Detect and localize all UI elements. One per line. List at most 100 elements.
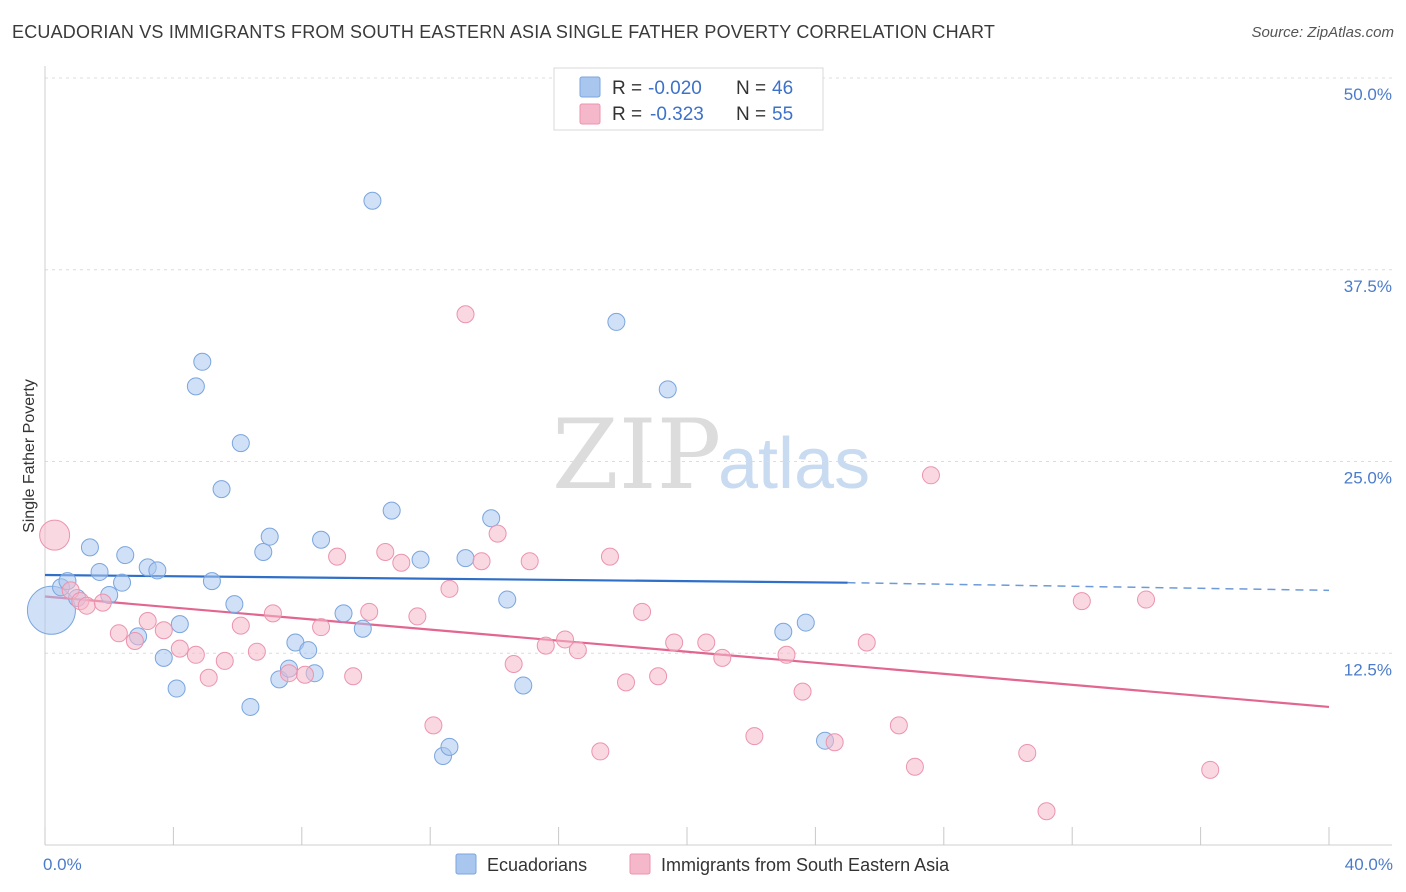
immigrant-point-25 [424, 716, 443, 735]
ecuadorian-point-17 [202, 572, 221, 591]
ecuadorian-point-36 [440, 737, 459, 756]
y-tick-label-3: 50.0% [1344, 85, 1392, 104]
immigrant-point-53 [1072, 592, 1091, 611]
immigrant-point-55 [1201, 760, 1220, 779]
immigrant-point-14 [247, 642, 266, 661]
immigrant-point-7 [138, 612, 157, 631]
immigrant-point-17 [296, 665, 315, 684]
ecuadorian-point-30 [334, 604, 353, 623]
ecuadorian-point-34 [411, 550, 430, 569]
ecuadorian-point-39 [498, 590, 517, 609]
ecuadorian-point-31 [353, 619, 372, 638]
ecuadorian-point-14 [170, 615, 189, 634]
data-points [26, 191, 1220, 821]
trend-line-ecuadorians [44, 573, 848, 584]
ecuadorian-point-12 [154, 648, 173, 667]
legend-n-value-2: 55 [772, 104, 793, 125]
immigrant-point-35 [591, 742, 610, 761]
ecuadorian-point-38 [482, 509, 501, 528]
immigrant-point-36 [600, 547, 619, 566]
immigrant-point-39 [649, 667, 668, 686]
immigrant-point-51 [1018, 743, 1037, 762]
axes [44, 66, 1392, 846]
ecuadorian-point-32 [363, 191, 382, 210]
immigrant-point-29 [488, 524, 507, 543]
ecuadorian-point-18 [212, 480, 231, 499]
trend-line-immigrants [44, 595, 1330, 709]
immigrant-point-8 [154, 621, 173, 640]
legend-n-label-2: N = [736, 104, 766, 125]
immigrant-point-31 [520, 552, 539, 571]
immigrant-point-16 [279, 664, 298, 683]
ecuadorian-point-20 [231, 434, 250, 453]
trend-lines [44, 573, 1330, 709]
immigrant-point-26 [440, 579, 459, 598]
immigrant-point-41 [697, 633, 716, 652]
immigrant-point-44 [777, 645, 796, 664]
ecuadorian-point-33 [382, 501, 401, 520]
ecuadorian-point-4 [80, 538, 99, 557]
ecuadorian-point-11 [148, 561, 167, 580]
series-legend: Ecuadorians Immigrants from South Easter… [455, 853, 950, 875]
legend-r-value-2: -0.323 [650, 104, 704, 125]
y-tick-label-0: 12.5% [1344, 660, 1392, 679]
immigrant-point-48 [889, 716, 908, 735]
immigrant-point-20 [344, 667, 363, 686]
series-legend-swatch-ecuadorians [455, 853, 477, 875]
ecuadorian-point-44 [796, 613, 815, 632]
x-tick-label-0: 0.0% [43, 855, 82, 874]
immigrant-point-52 [1037, 802, 1056, 821]
immigrant-point-49 [905, 757, 924, 776]
immigrant-point-23 [392, 553, 411, 572]
immigrant-point-10 [186, 645, 205, 664]
ecuadorian-point-8 [116, 546, 135, 565]
ecuadorian-point-22 [254, 543, 273, 562]
immigrant-point-12 [215, 651, 234, 670]
legend-swatch-immigrants [579, 103, 601, 125]
immigrant-point-13 [231, 616, 250, 635]
immigrant-point-4 [93, 593, 112, 612]
watermark: ZIP atlas [552, 399, 870, 511]
ecuadorian-point-23 [260, 527, 279, 546]
legend-swatch-ecuadorians [579, 76, 601, 98]
y-tick-label-1: 25.0% [1344, 469, 1392, 488]
immigrant-point-11 [199, 668, 218, 687]
series-legend-swatch-immigrants [629, 853, 651, 875]
ecuadorian-point-40 [514, 676, 533, 695]
series-legend-ecuadorians: Ecuadorians [487, 855, 587, 875]
ecuadorian-point-43 [774, 622, 793, 641]
chart-title: ECUADORIAN VS IMMIGRANTS FROM SOUTH EAST… [12, 22, 996, 42]
immigrant-point-38 [633, 602, 652, 621]
immigrant-point-37 [617, 673, 636, 692]
immigrant-point-15 [263, 604, 282, 623]
ecuadorian-point-7 [113, 573, 132, 592]
immigrant-point-40 [665, 633, 684, 652]
trend-line-ecuadorians-extension [847, 581, 1330, 592]
legend-r-label-2: R = [612, 104, 642, 125]
ecuadorian-point-29 [312, 530, 331, 549]
correlation-legend: R = -0.020 N = 46 R = -0.323 N = 55 [553, 67, 824, 131]
ecuadorian-point-19 [225, 595, 244, 614]
ecuadorian-point-21 [241, 697, 260, 716]
immigrant-point-21 [360, 602, 379, 621]
ecuadorian-point-42 [658, 380, 677, 399]
series-legend-immigrants: Immigrants from South Eastern Asia [661, 855, 950, 875]
immigrant-point-34 [568, 641, 587, 660]
immigrant-point-28 [472, 552, 491, 571]
immigrant-point-33 [556, 630, 575, 649]
immigrant-point-54 [1137, 590, 1156, 609]
legend-n-value-1: 46 [772, 78, 793, 99]
immigrant-point-42 [713, 648, 732, 667]
immigrant-point-45 [793, 682, 812, 701]
ecuadorian-point-0 [26, 585, 76, 635]
legend-r-label-1: R = [612, 78, 642, 99]
ecuadorian-point-16 [193, 352, 212, 371]
watermark-zip: ZIP [552, 399, 721, 511]
source-credit: Source: ZipAtlas.com [1251, 24, 1394, 41]
ecuadorian-point-27 [299, 641, 318, 660]
immigrant-point-5 [109, 624, 128, 643]
immigrant-point-32 [536, 636, 555, 655]
immigrant-point-50 [921, 466, 940, 485]
immigrant-point-6 [125, 631, 144, 650]
